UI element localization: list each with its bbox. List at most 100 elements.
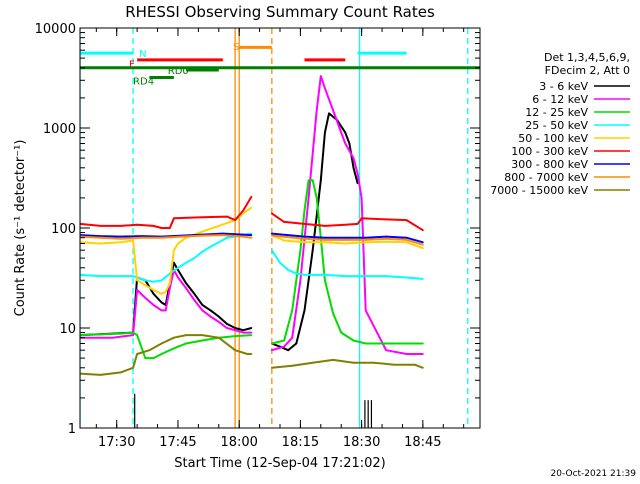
x-tick-label: 18:45 <box>404 435 441 450</box>
data-point-6-1-7 <box>422 241 424 244</box>
series-6 <box>80 232 424 244</box>
data-point-5-0-12 <box>250 195 253 198</box>
data-point-0-1-8 <box>328 112 330 115</box>
data-point-8-0-5 <box>148 349 151 352</box>
data-point-2-1-0 <box>270 342 273 345</box>
data-point-2-0-3 <box>136 334 139 336</box>
data-point-8-0-2 <box>119 371 122 374</box>
data-point-1-0-11 <box>185 287 188 290</box>
data-point-7-1-1 <box>303 237 306 240</box>
series-line-6-0 <box>80 232 252 238</box>
data-point-5-0-9 <box>226 215 228 218</box>
y-tick-label: 10000 <box>35 22 76 37</box>
data-point-4-1-3 <box>324 241 326 244</box>
series-4 <box>80 206 424 295</box>
x-tick-label: 18:15 <box>282 435 319 450</box>
annotation-label: S <box>233 42 239 53</box>
data-point-5-0-11 <box>242 209 245 212</box>
data-point-1-1-5 <box>315 109 318 112</box>
data-point-0-0-19 <box>250 327 253 329</box>
data-point-5-0-3 <box>136 223 139 226</box>
data-point-1-1-16 <box>405 353 408 355</box>
data-point-4-0-12 <box>201 230 204 233</box>
data-point-4-0-5 <box>152 289 155 291</box>
data-point-1-1-1 <box>283 345 285 348</box>
data-point-1-1-17 <box>422 353 424 355</box>
data-point-7-0-3 <box>140 236 143 239</box>
data-point-7-0-1 <box>99 236 102 239</box>
data-point-1-0-4 <box>144 297 147 299</box>
data-point-0-0-16 <box>226 323 228 325</box>
data-point-3-1-6 <box>344 275 347 277</box>
data-point-4-0-14 <box>226 222 228 225</box>
data-point-2-0-12 <box>234 335 237 337</box>
data-point-1-0-10 <box>177 276 179 279</box>
data-point-2-1-12 <box>352 339 355 342</box>
data-point-0-0-5 <box>152 292 155 295</box>
data-point-8-0-1 <box>99 374 102 376</box>
data-point-8-1-7 <box>413 363 416 366</box>
data-point-4-1-5 <box>364 241 367 244</box>
data-point-2-0-6 <box>160 353 163 355</box>
data-point-2-0-1 <box>119 332 122 335</box>
data-point-0-0-14 <box>209 309 212 312</box>
data-point-7-1-4 <box>364 239 367 241</box>
data-point-0-1-10 <box>344 131 347 134</box>
data-point-2-0-9 <box>185 342 188 345</box>
series-line-2-1 <box>271 179 423 345</box>
data-point-1-0-6 <box>160 309 163 312</box>
data-point-4-0-1 <box>99 242 102 245</box>
data-point-2-1-3 <box>299 249 302 252</box>
data-point-2-1-1 <box>283 339 285 342</box>
data-point-3-0-13 <box>209 245 212 248</box>
data-point-8-1-3 <box>332 359 334 361</box>
data-point-8-0-4 <box>136 353 139 355</box>
data-point-8-0-11 <box>234 349 237 352</box>
data-point-7-1-5 <box>385 237 387 240</box>
data-point-5-0-1 <box>99 225 102 227</box>
data-point-0-1-2 <box>287 349 290 352</box>
data-point-2-1-13 <box>364 342 367 345</box>
series-line-6-1 <box>271 232 424 244</box>
data-point-0-1-5 <box>311 249 314 252</box>
data-point-4-0-4 <box>136 279 139 282</box>
data-point-5-1-9 <box>422 229 424 232</box>
data-point-4-0-3 <box>132 239 135 242</box>
data-point-8-1-8 <box>422 366 424 369</box>
data-point-4-0-17 <box>250 206 253 209</box>
data-point-2-0-8 <box>177 345 179 348</box>
data-point-5-0-2 <box>119 225 122 227</box>
data-point-3-0-3 <box>132 275 135 277</box>
data-point-0-1-4 <box>303 309 306 312</box>
data-point-3-0-10 <box>185 261 188 264</box>
data-point-4-0-10 <box>177 242 179 245</box>
data-point-5-1-5 <box>356 223 359 225</box>
data-point-1-0-1 <box>111 336 114 339</box>
data-point-8-0-12 <box>246 353 249 355</box>
data-point-6-0-3 <box>140 235 143 238</box>
axes: 17:30 17:45 18:00 18:15 18:30 18:45 1 10 100 1000… <box>35 22 480 450</box>
x-tick-label: 17:30 <box>98 435 135 450</box>
data-point-0-0-13 <box>201 304 204 306</box>
legend-entry-label: 100 - 300 keV <box>511 145 588 158</box>
chart-title: RHESSI Observing Summary Count Rates <box>125 3 435 21</box>
data-point-8-0-13 <box>250 353 253 355</box>
data-point-8-1-0 <box>270 366 273 369</box>
data-point-2-0-7 <box>168 349 171 352</box>
data-point-1-0-8 <box>168 287 171 290</box>
data-point-5-1-2 <box>303 223 306 225</box>
data-point-7-0-9 <box>250 236 253 239</box>
data-point-6-0-9 <box>250 234 253 237</box>
legend-entry-label: 25 - 50 keV <box>525 119 588 132</box>
data-point-1-0-3 <box>136 289 139 291</box>
data-point-3-1-8 <box>385 275 387 277</box>
data-point-2-0-10 <box>201 339 204 342</box>
data-point-5-0-6 <box>168 227 171 229</box>
data-point-1-0-16 <box>226 327 228 329</box>
data-point-8-0-7 <box>173 336 175 339</box>
data-point-3-0-2 <box>119 275 122 277</box>
annotation-label: RD0 <box>168 66 189 77</box>
data-point-1-1-3 <box>299 279 302 282</box>
data-point-3-0-11 <box>193 257 196 259</box>
data-point-1-0-15 <box>217 321 220 323</box>
